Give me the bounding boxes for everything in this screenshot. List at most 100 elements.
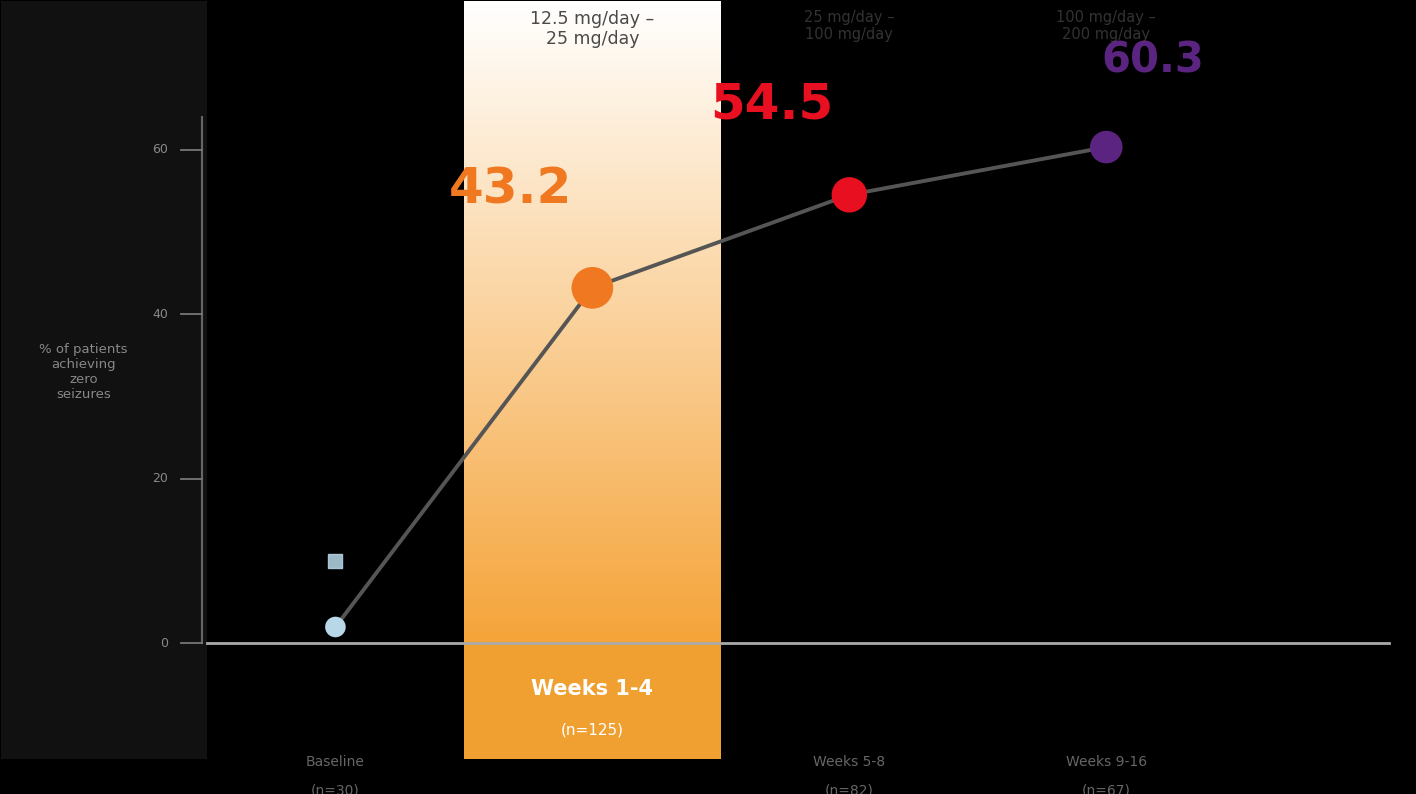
Bar: [464, 528, 721, 530]
Bar: [464, 545, 721, 547]
Bar: [464, 289, 721, 291]
Bar: [464, 565, 721, 566]
Bar: [464, 525, 721, 526]
Text: 43.2: 43.2: [449, 166, 572, 214]
Bar: [464, 115, 721, 117]
Bar: [464, 457, 721, 459]
Bar: [464, 152, 721, 154]
Bar: [464, 37, 721, 38]
Bar: [464, 72, 721, 74]
Bar: [464, 353, 721, 354]
Bar: [464, 577, 721, 580]
Bar: [464, 294, 721, 295]
Bar: [464, 16, 721, 17]
Bar: [464, 451, 721, 453]
Bar: [464, 233, 721, 234]
Bar: [464, 203, 721, 205]
Bar: [464, 250, 721, 252]
Bar: [464, 151, 721, 152]
Bar: [464, 369, 721, 371]
Bar: [464, 374, 721, 376]
Bar: [464, 64, 721, 66]
Bar: [464, 337, 721, 338]
Bar: [464, 24, 721, 25]
Bar: [464, 93, 721, 94]
Bar: [464, 225, 721, 226]
Bar: [464, 247, 721, 249]
Bar: [464, 566, 721, 568]
Bar: [464, 202, 721, 203]
Bar: [464, 299, 721, 300]
Bar: [464, 172, 721, 173]
Bar: [464, 157, 721, 159]
Bar: [464, 379, 721, 380]
Bar: [464, 123, 721, 125]
Bar: [464, 581, 721, 583]
Bar: [464, 302, 721, 303]
Bar: [464, 407, 721, 409]
Bar: [464, 316, 721, 318]
Bar: [464, 60, 721, 61]
Bar: [464, 552, 721, 553]
Bar: [464, 195, 721, 197]
Bar: [464, 135, 721, 137]
Bar: [464, 222, 721, 223]
Bar: [464, 319, 721, 321]
Bar: [464, 255, 721, 256]
Bar: [464, 509, 721, 511]
Bar: [464, 49, 721, 51]
Bar: [464, 198, 721, 200]
Bar: [464, 56, 721, 58]
Bar: [464, 241, 721, 242]
Bar: [464, 483, 721, 484]
Bar: [464, 576, 721, 577]
Bar: [464, 94, 721, 96]
Bar: [464, 388, 721, 390]
Bar: [464, 558, 721, 560]
Bar: [464, 66, 721, 67]
Bar: [464, 361, 721, 363]
Bar: [464, 572, 721, 574]
Bar: [464, 120, 721, 121]
Point: [324, 621, 347, 634]
Bar: [464, 98, 721, 99]
Bar: [464, 594, 721, 596]
Bar: [464, 137, 721, 138]
Bar: [464, 443, 721, 445]
Bar: [464, 484, 721, 486]
Bar: [464, 634, 721, 635]
Bar: [464, 432, 721, 434]
Bar: [464, 283, 721, 284]
Bar: [464, 569, 721, 571]
Bar: [464, 126, 721, 128]
Bar: [464, 200, 721, 202]
Bar: [464, 489, 721, 491]
Bar: [464, 346, 721, 348]
Bar: [464, 605, 721, 607]
Bar: [464, 35, 721, 37]
Bar: [464, 125, 721, 126]
Bar: [464, 109, 721, 110]
Bar: [464, 266, 721, 268]
Bar: [464, 563, 721, 565]
Bar: [464, 215, 721, 217]
Bar: [464, 550, 721, 552]
Bar: [464, 303, 721, 305]
Bar: [464, 80, 721, 82]
Bar: [464, 33, 721, 35]
Bar: [464, 41, 721, 43]
Bar: [464, 404, 721, 406]
Bar: [464, 602, 721, 603]
Bar: [464, 318, 721, 319]
Bar: [464, 522, 721, 523]
Bar: [464, 464, 721, 465]
Bar: [464, 212, 721, 214]
Bar: [464, 324, 721, 326]
Bar: [464, 376, 721, 377]
Bar: [464, 333, 721, 335]
Bar: [464, 110, 721, 112]
Text: (n=82): (n=82): [826, 784, 874, 794]
Bar: [464, 269, 721, 271]
Bar: [464, 364, 721, 366]
Bar: [464, 398, 721, 399]
